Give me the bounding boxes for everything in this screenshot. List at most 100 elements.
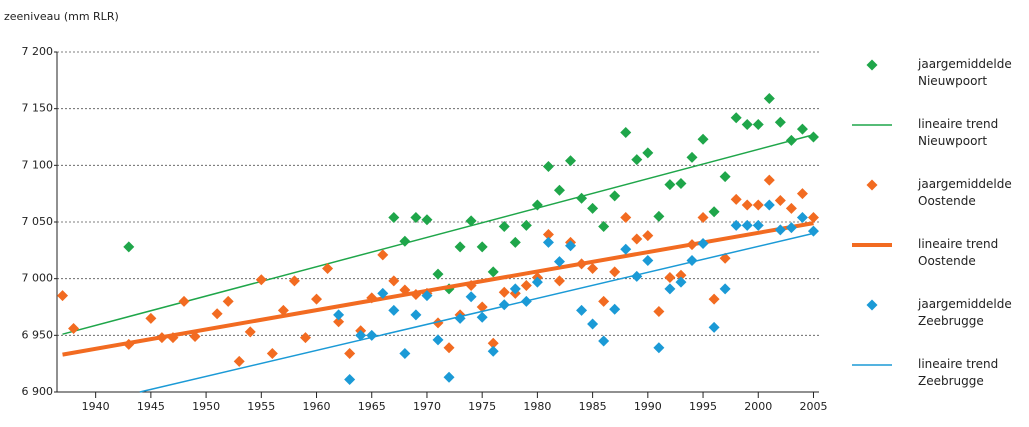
point bbox=[642, 230, 654, 242]
point bbox=[741, 219, 753, 231]
point bbox=[664, 179, 676, 191]
point bbox=[708, 293, 720, 305]
x-tick-label: 1940 bbox=[82, 400, 110, 413]
point bbox=[465, 215, 477, 227]
point bbox=[576, 304, 588, 316]
point bbox=[178, 295, 190, 307]
point bbox=[631, 154, 643, 166]
point bbox=[752, 199, 764, 211]
y-axis-label: zeeniveau (mm RLR) bbox=[4, 10, 119, 23]
point bbox=[631, 233, 643, 245]
point bbox=[609, 303, 621, 315]
point bbox=[576, 192, 588, 204]
point bbox=[487, 337, 499, 349]
point bbox=[498, 286, 510, 298]
point bbox=[664, 272, 676, 284]
point bbox=[796, 188, 808, 200]
point bbox=[509, 283, 521, 295]
point bbox=[587, 202, 599, 214]
point bbox=[620, 243, 632, 255]
legend-label: jaargemiddelde Zeebrugge bbox=[918, 297, 1012, 328]
point bbox=[686, 151, 698, 163]
y-tick-label: 7 100 bbox=[22, 158, 54, 171]
point bbox=[322, 262, 334, 274]
point bbox=[476, 311, 488, 323]
point bbox=[697, 133, 709, 145]
point bbox=[642, 147, 654, 159]
point bbox=[388, 275, 400, 287]
point bbox=[565, 240, 577, 252]
point bbox=[410, 211, 422, 223]
x-tick-label: 2005 bbox=[799, 400, 827, 413]
point bbox=[222, 295, 234, 307]
point bbox=[476, 241, 488, 253]
point bbox=[609, 266, 621, 278]
point bbox=[443, 342, 455, 354]
point bbox=[410, 309, 422, 321]
point bbox=[454, 241, 466, 253]
y-tick-label: 7 000 bbox=[22, 272, 54, 285]
point bbox=[432, 317, 444, 329]
legend-marker bbox=[866, 299, 878, 311]
point bbox=[653, 306, 665, 318]
legend-label: lineaire trend Oostende bbox=[918, 237, 999, 268]
point bbox=[796, 123, 808, 135]
legend-marker bbox=[866, 59, 878, 71]
point bbox=[277, 304, 289, 316]
x-tick-label: 1985 bbox=[579, 400, 607, 413]
trend-line bbox=[62, 221, 814, 357]
point bbox=[432, 334, 444, 346]
point bbox=[609, 190, 621, 202]
point bbox=[730, 219, 742, 231]
point bbox=[299, 332, 311, 344]
point bbox=[244, 326, 256, 338]
point bbox=[598, 221, 610, 233]
point bbox=[145, 312, 157, 324]
legend-marker bbox=[866, 179, 878, 191]
point bbox=[377, 287, 389, 299]
x-tick-label: 1965 bbox=[358, 400, 386, 413]
y-tick-label: 6 900 bbox=[22, 385, 54, 398]
point bbox=[807, 211, 819, 223]
point bbox=[598, 335, 610, 347]
x-tick-label: 1960 bbox=[303, 400, 331, 413]
point bbox=[344, 374, 356, 386]
point bbox=[763, 174, 775, 186]
point bbox=[774, 224, 786, 236]
point bbox=[587, 318, 599, 330]
point bbox=[620, 211, 632, 223]
point bbox=[520, 219, 532, 231]
point bbox=[807, 131, 819, 143]
point bbox=[399, 347, 411, 359]
point bbox=[531, 276, 543, 288]
point bbox=[421, 214, 433, 226]
point bbox=[565, 155, 577, 167]
point bbox=[675, 276, 687, 288]
point bbox=[211, 308, 223, 320]
point bbox=[553, 256, 565, 268]
point bbox=[509, 236, 521, 248]
legend-label: lineaire trend Nieuwpoort bbox=[918, 117, 999, 148]
point bbox=[553, 275, 565, 287]
point bbox=[255, 274, 267, 286]
point bbox=[653, 342, 665, 354]
point bbox=[542, 228, 554, 240]
point bbox=[68, 323, 80, 335]
point bbox=[476, 301, 488, 313]
point bbox=[57, 290, 69, 302]
x-tick-label: 1975 bbox=[468, 400, 496, 413]
point bbox=[752, 119, 764, 131]
legend-label: lineaire trend Zeebrugge bbox=[918, 357, 999, 388]
point bbox=[487, 266, 499, 278]
x-tick-label: 1945 bbox=[137, 400, 165, 413]
point bbox=[620, 126, 632, 138]
point bbox=[355, 329, 367, 341]
point bbox=[653, 210, 665, 222]
point bbox=[266, 347, 278, 359]
point bbox=[719, 171, 731, 183]
point bbox=[719, 283, 731, 295]
point bbox=[233, 355, 245, 367]
point bbox=[587, 262, 599, 274]
point bbox=[311, 293, 323, 305]
